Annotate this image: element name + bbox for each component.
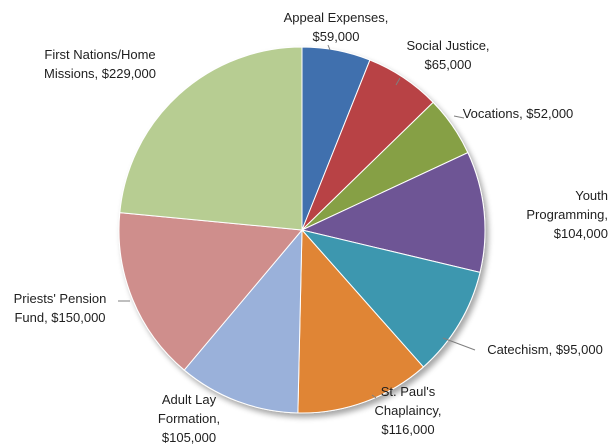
leader-line-st-paul-s-chaplaincy [371, 394, 377, 399]
slice-labels: Appeal Expenses, $59,000 Social Justice, $6… [14, 10, 608, 444]
slice-label-line: Fund, $150,000 [14, 310, 105, 325]
slice-label-line: First Nations/Home [44, 47, 155, 62]
slice-label-line: Youth [575, 188, 608, 203]
slice-label-line: Chaplaincy, [375, 403, 442, 418]
pie-slice-priests-pension-fund [118, 212, 303, 371]
slice-label-catechism: Catechism, $95,000 [487, 342, 603, 357]
pie-slices [118, 46, 486, 414]
pie-slice-youth-programming [300, 151, 486, 273]
slice-label-line: $105,000 [162, 430, 216, 444]
slice-label-appeal-expenses: Appeal Expenses, $59,000 [284, 10, 389, 44]
leader-lines [118, 44, 476, 399]
slice-label-line: Programming, [526, 207, 608, 222]
leader-line-social-justice [395, 77, 401, 86]
pie-slice-st-paul-s-chaplaincy [297, 228, 425, 414]
leader-line-catechism [442, 337, 476, 351]
slice-label-line: Social Justice, [406, 38, 489, 53]
slice-label-vocations: Vocations, $52,000 [463, 106, 574, 121]
slice-label-line: Formation, [158, 411, 220, 426]
pie-slice-first-nations-home-missions [119, 46, 303, 231]
pie-slice-adult-lay-formation [183, 228, 303, 414]
slice-label-line: Missions, $229,000 [44, 66, 156, 81]
slice-label-line: Vocations, $52,000 [463, 106, 574, 121]
leader-line-appeal-expenses [327, 44, 331, 51]
slice-label-line: Catechism, $95,000 [487, 342, 603, 357]
slice-label-line: $59,000 [313, 29, 360, 44]
slice-label-priests-pension-fund: Priests' Pension Fund, $150,000 [14, 291, 107, 325]
slice-label-line: $104,000 [554, 226, 608, 241]
slice-label-line: Appeal Expenses, [284, 10, 389, 25]
slice-label-line: Adult Lay [162, 392, 217, 407]
slice-label-social-justice: Social Justice, $65,000 [406, 38, 489, 72]
slice-label-youth-programming: Youth Programming, $104,000 [526, 188, 608, 241]
slice-label-line: St. Paul's [381, 384, 436, 399]
leader-line-vocations [453, 115, 465, 119]
slice-label-adult-lay-formation: Adult Lay Formation, $105,000 [158, 392, 220, 444]
pie-slice-catechism [300, 229, 481, 368]
slice-label-st-paul-s-chaplaincy: St. Paul's Chaplaincy, $116,000 [375, 384, 442, 437]
slice-label-line: $65,000 [425, 57, 472, 72]
slice-label-line: $116,000 [381, 422, 434, 437]
slice-label-line: Priests' Pension [14, 291, 107, 306]
slice-label-first-nations-home-missions: First Nations/Home Missions, $229,000 [44, 47, 156, 81]
